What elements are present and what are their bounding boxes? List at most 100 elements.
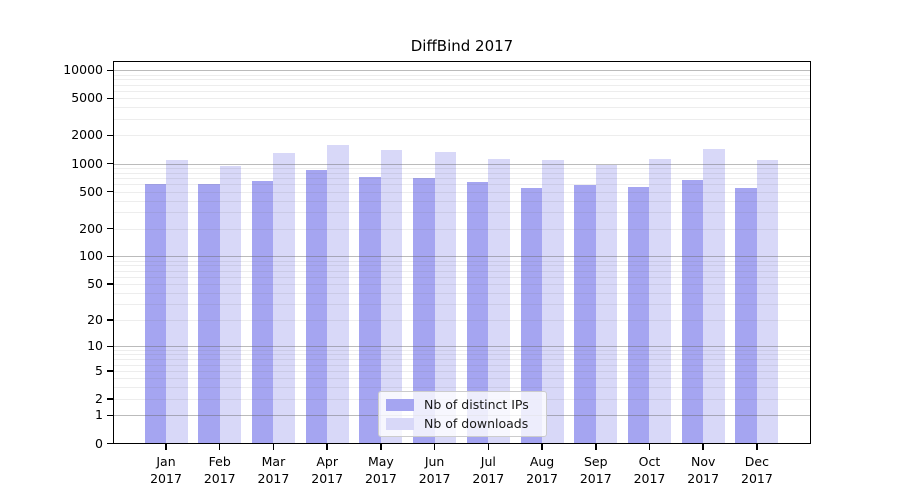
legend-item-downloads: Nb of downloads — [379, 415, 546, 432]
bar-distinct-ips-may — [359, 176, 381, 444]
x-tick-label: Oct 2017 — [617, 453, 681, 487]
x-tick-label: Mar 2017 — [241, 453, 305, 487]
y-tick — [107, 227, 113, 230]
x-tick-label-month: Mar — [261, 453, 286, 469]
x-tick-label-month: Jun — [424, 453, 445, 469]
y-tick-label: 200 — [79, 220, 103, 236]
x-tick-label: Jul 2017 — [456, 453, 520, 487]
x-tick — [272, 443, 275, 450]
bar-downloads-feb — [219, 166, 242, 444]
x-tick-label-month: Feb — [208, 453, 231, 469]
y-tick-label: 1000 — [71, 155, 103, 171]
bar-distinct-ips-dec — [735, 187, 757, 444]
bar-distinct-ips-apr — [305, 170, 328, 444]
y-tick — [107, 255, 113, 258]
x-tick-label: Aug 2017 — [510, 453, 574, 487]
gridline-minor — [114, 107, 810, 109]
y-tick-label: 100 — [79, 248, 103, 264]
bar-distinct-ips-feb — [198, 184, 220, 444]
gridline-minor — [114, 135, 810, 137]
bar-downloads-nov — [703, 149, 725, 444]
gridline-major — [114, 70, 810, 72]
x-tick-label-month: Apr — [316, 453, 338, 469]
x-tick-label: Jun 2017 — [403, 453, 467, 487]
y-tick-label: 1 — [95, 407, 103, 423]
gridline-minor — [114, 119, 810, 121]
bar-downloads-sep — [595, 164, 618, 444]
x-tick — [326, 443, 328, 450]
bar-downloads-jul — [488, 158, 510, 444]
bar-distinct-ips-nov — [681, 180, 704, 444]
bar-downloads-mar — [273, 152, 295, 444]
x-tick — [702, 443, 704, 450]
y-tick — [107, 345, 113, 348]
bar-downloads-aug — [542, 159, 564, 444]
gridline-minor — [114, 79, 810, 81]
legend-item-distinct-ips: Nb of distinct IPs — [379, 396, 546, 413]
y-tick-label: 20 — [87, 312, 103, 328]
gridline-minor — [114, 90, 810, 92]
y-tick — [107, 398, 113, 400]
y-tick-label: 2 — [95, 390, 103, 406]
y-tick — [107, 283, 113, 285]
x-tick-label-month: Jul — [480, 453, 496, 469]
x-tick-label-month: Jan — [156, 453, 176, 469]
x-tick — [595, 443, 597, 450]
x-tick — [541, 443, 543, 450]
x-tick-label-month: Sep — [583, 453, 608, 469]
y-tick-label: 50 — [87, 276, 103, 292]
x-tick-label-year: 2017 — [150, 470, 182, 486]
x-tick-label-year: 2017 — [472, 470, 505, 486]
bar-downloads-apr — [327, 144, 349, 444]
y-tick-label: 10 — [87, 338, 103, 354]
x-tick — [218, 443, 221, 450]
y-tick — [107, 69, 113, 72]
bar-distinct-ips-mar — [251, 180, 274, 444]
x-tick-label-month: Dec — [744, 453, 769, 469]
y-tick — [107, 414, 113, 417]
x-tick-label-month: Oct — [638, 453, 661, 469]
chart-title: DiffBind 2017 — [410, 37, 514, 55]
gridline-minor — [114, 98, 810, 100]
x-tick — [487, 443, 490, 450]
y-tick-label: 5 — [95, 362, 103, 378]
x-tick-label-month: Aug — [529, 453, 555, 469]
y-tick — [107, 162, 113, 165]
x-tick-label: Sep 2017 — [564, 453, 628, 487]
bar-distinct-ips-aug — [520, 187, 543, 444]
x-tick-label-year: 2017 — [364, 470, 397, 486]
x-tick-label-year: 2017 — [418, 470, 451, 486]
x-tick-label-year: 2017 — [633, 470, 666, 486]
x-tick-label: Nov 2017 — [671, 453, 735, 487]
x-tick-label-year: 2017 — [579, 470, 612, 486]
x-tick-label-month: May — [367, 453, 394, 469]
x-tick-label-year: 2017 — [257, 470, 290, 486]
x-tick-label-year: 2017 — [741, 470, 773, 486]
legend: Nb of distinct IPs Nb of downloads — [378, 391, 547, 437]
bar-distinct-ips-jun — [413, 177, 435, 444]
bar-distinct-ips-oct — [627, 187, 650, 444]
bar-distinct-ips-sep — [574, 184, 596, 444]
y-tick — [107, 190, 113, 193]
x-tick-label-year: 2017 — [687, 470, 720, 486]
y-tick-label: 2000 — [71, 127, 103, 143]
x-tick — [756, 443, 758, 450]
bar-distinct-ips-jan — [144, 184, 166, 444]
x-tick-label-year: 2017 — [311, 470, 344, 486]
legend-label-downloads: Nb of downloads — [424, 416, 529, 431]
x-tick — [380, 443, 382, 450]
gridline-minor — [114, 74, 810, 76]
x-tick-label: Jan 2017 — [134, 453, 198, 487]
y-tick — [107, 134, 113, 137]
y-tick — [107, 319, 113, 321]
x-tick-label-year: 2017 — [203, 470, 236, 486]
y-tick — [107, 442, 113, 445]
y-tick-label: 0 — [95, 435, 103, 451]
x-tick-label: Feb 2017 — [188, 453, 252, 487]
x-tick-label-year: 2017 — [526, 470, 558, 486]
x-tick-label: May 2017 — [349, 453, 413, 487]
x-tick-label-month: Nov — [690, 453, 716, 469]
x-tick-label: Apr 2017 — [295, 453, 359, 487]
legend-label-distinct-ips: Nb of distinct IPs — [424, 397, 529, 412]
